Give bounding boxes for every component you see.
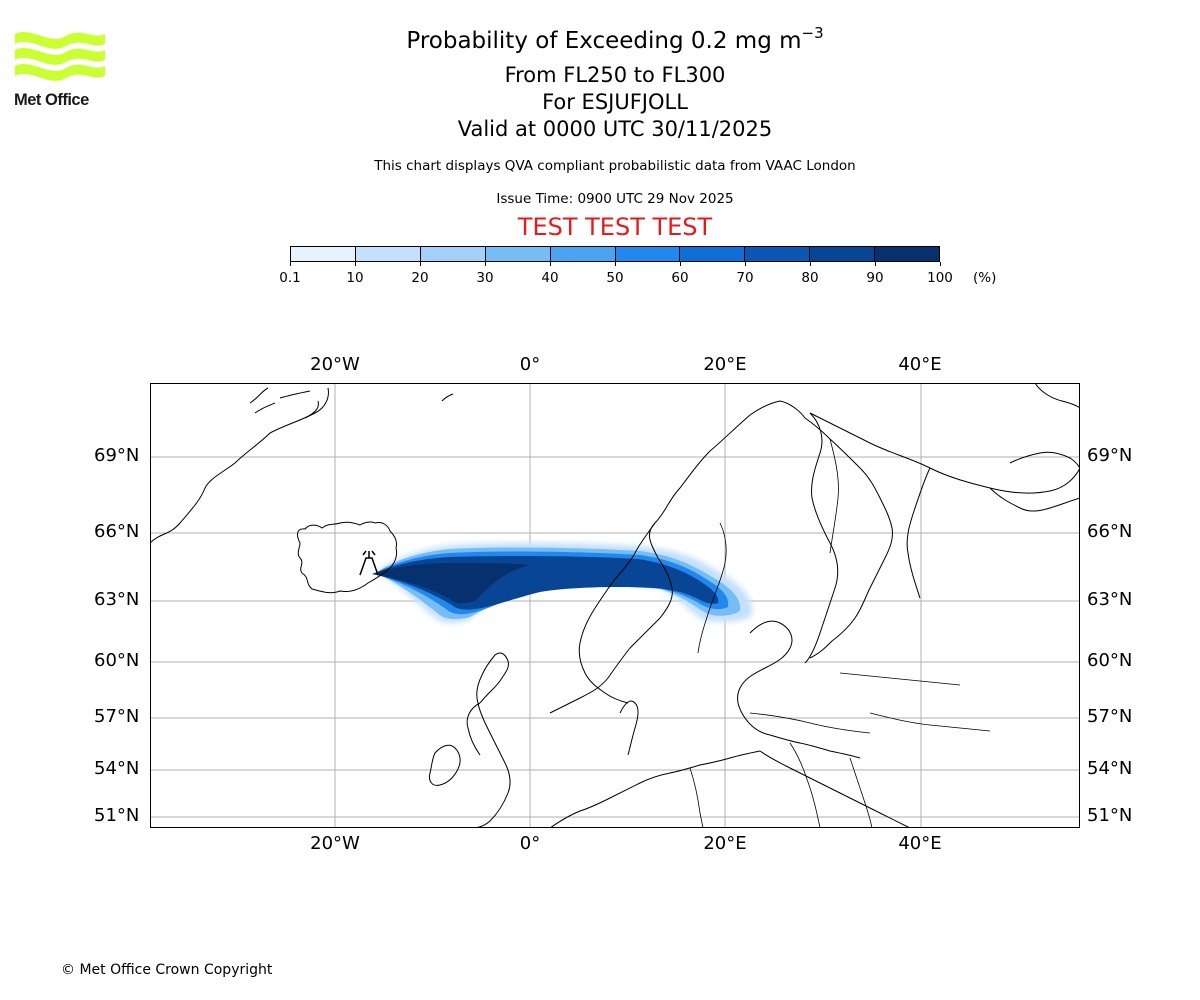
longitude-label: 40°E — [898, 833, 942, 854]
colorbar-tick — [290, 262, 291, 266]
chart-subtitle: This chart displays QVA compliant probab… — [374, 158, 856, 174]
colorbar-tick-label: 60 — [671, 270, 689, 286]
colorbar-tick-label: 30 — [476, 270, 494, 286]
latitude-label-right: 66°N — [1087, 521, 1133, 542]
longitude-label: 20°W — [310, 833, 360, 854]
colorbar-segment — [679, 247, 745, 261]
latitude-label-right: 54°N — [1087, 758, 1133, 779]
colorbar-tick — [550, 262, 551, 266]
colorbar-tick-label: 10 — [346, 270, 364, 286]
latitude-label-left: 51°N — [94, 805, 140, 826]
volcano-icon — [359, 550, 379, 576]
colorbar-tick — [485, 262, 486, 266]
colorbar-tick — [680, 262, 681, 266]
latitude-label-left: 69°N — [94, 445, 140, 466]
volcano-name: For ESJUFJOLL — [542, 90, 688, 114]
colorbar-segment — [291, 247, 355, 261]
flight-level-range: From FL250 to FL300 — [504, 63, 726, 87]
colorbar-tick-label: 0.1 — [279, 270, 301, 286]
test-banner: TEST TEST TEST — [517, 213, 713, 241]
latitude-label-right: 63°N — [1087, 589, 1133, 610]
colorbar-tick — [940, 262, 941, 266]
issue-time: Issue Time: 0900 UTC 29 Nov 2025 — [496, 191, 734, 207]
borders — [689, 438, 991, 828]
longitude-label: 20°E — [703, 354, 747, 375]
latitude-label-right: 69°N — [1087, 445, 1133, 466]
copyright-notice: © Met Office Crown Copyright — [61, 962, 273, 978]
colorbar — [290, 246, 940, 262]
colorbar-tick-label: 90 — [866, 270, 884, 286]
latitude-label-left: 60°N — [94, 650, 140, 671]
colorbar-segment — [354, 247, 420, 261]
colorbar-segment — [874, 247, 940, 261]
colorbar-segment — [614, 247, 680, 261]
colorbar-segment — [419, 247, 485, 261]
valid-time: Valid at 0000 UTC 30/11/2025 — [457, 117, 773, 141]
latitude-label-left: 57°N — [94, 706, 140, 727]
colorbar-segment — [549, 247, 615, 261]
colorbar-tick — [615, 262, 616, 266]
latitude-label-left: 66°N — [94, 521, 140, 542]
colorbar-tick-label: 40 — [541, 270, 559, 286]
met-office-logo — [15, 32, 105, 81]
colorbar-tick-label: 70 — [736, 270, 754, 286]
ash-plume — [372, 542, 753, 624]
colorbar-tick — [355, 262, 356, 266]
colorbar-tick-label: 80 — [801, 270, 819, 286]
longitude-label: 20°E — [703, 833, 747, 854]
colorbar-unit: (%) — [973, 270, 997, 286]
ash-map — [150, 383, 1080, 828]
longitude-label: 0° — [519, 833, 541, 854]
coastlines — [150, 383, 1080, 828]
colorbar-segment — [744, 247, 810, 261]
colorbar-tick — [810, 262, 811, 266]
latitude-label-right: 60°N — [1087, 650, 1133, 671]
longitude-label: 0° — [519, 354, 541, 375]
colorbar-segment — [484, 247, 550, 261]
latitude-label-right: 57°N — [1087, 706, 1133, 727]
latitude-label-left: 63°N — [94, 589, 140, 610]
colorbar-tick — [420, 262, 421, 266]
colorbar-tick — [875, 262, 876, 266]
latitude-label-right: 51°N — [1087, 805, 1133, 826]
latitude-label-left: 54°N — [94, 758, 140, 779]
chart-title: Probability of Exceeding 0.2 mg m−3 — [406, 24, 824, 54]
longitude-label: 40°E — [898, 354, 942, 375]
longitude-label: 20°W — [310, 354, 360, 375]
logo-text: Met Office — [14, 91, 89, 109]
colorbar-tick-label: 50 — [606, 270, 624, 286]
colorbar-tick — [745, 262, 746, 266]
colorbar-tick-label: 100 — [927, 270, 953, 286]
colorbar-tick-label: 20 — [411, 270, 429, 286]
colorbar-segment — [809, 247, 875, 261]
